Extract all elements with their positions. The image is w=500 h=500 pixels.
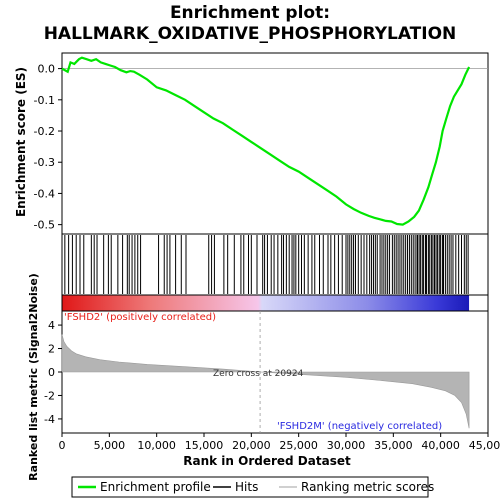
rank-color-bar bbox=[61, 294, 489, 312]
x-axis: 0 5,000 10,000 15,000 20,000 25,000 30,000 35,0… bbox=[59, 433, 500, 452]
rank-gradient-bar bbox=[62, 295, 470, 311]
chart-title-line2: HALLMARK_OXIDATIVE_PHOSPHORYLATION bbox=[44, 24, 457, 44]
x-tick-label: 45,000 bbox=[469, 439, 500, 452]
legend: Enrichment profile Hits Ranking metric sco… bbox=[71, 476, 434, 498]
x-tick-label: 0 bbox=[59, 439, 66, 452]
metric-tick-label: 4 bbox=[48, 319, 55, 332]
x-tick-label: 30,000 bbox=[327, 439, 366, 452]
x-tick-label: 5,000 bbox=[94, 439, 126, 452]
chart-title-line1: Enrichment plot: bbox=[170, 3, 330, 23]
positive-correlation-label: 'FSHD2' (positively correlated) bbox=[64, 312, 216, 323]
ranking-metric-panel: 4 2 0 -2 -4 bbox=[44, 310, 489, 434]
x-axis-label: Rank in Ordered Dataset bbox=[183, 454, 351, 468]
hits-panel bbox=[61, 233, 489, 296]
x-tick-label: 35,000 bbox=[374, 439, 413, 452]
es-tick-label: -0.3 bbox=[34, 156, 55, 169]
x-tick-label: 25,000 bbox=[279, 439, 318, 452]
es-tick-label: -0.2 bbox=[34, 125, 55, 138]
es-tick-label: -0.4 bbox=[34, 187, 55, 200]
legend-label: Enrichment profile bbox=[100, 480, 211, 494]
legend-item: Hits bbox=[213, 480, 258, 494]
es-y-axis-label: Enrichment score (ES) bbox=[14, 67, 28, 217]
metric-y-axis-label: Ranked list metric (Signal2Noise) bbox=[27, 273, 40, 481]
x-tick-label: 15,000 bbox=[185, 439, 224, 452]
legend-label: Ranking metric scores bbox=[301, 480, 434, 494]
legend-item: Ranking metric scores bbox=[279, 480, 434, 494]
x-tick-label: 40,000 bbox=[421, 439, 460, 452]
metric-tick-label: 2 bbox=[48, 343, 55, 356]
metric-tick-label: 0 bbox=[48, 366, 55, 379]
es-tick-label: 0.0 bbox=[38, 63, 56, 76]
legend-label: Hits bbox=[235, 480, 258, 494]
enrichment-score-panel: 0.0 -0.1 -0.2 -0.3 -0.4 -0.5 bbox=[34, 52, 489, 235]
es-tick-label: -0.1 bbox=[34, 94, 55, 107]
legend-frame bbox=[71, 476, 429, 498]
zero-cross-label: Zero cross at 20924 bbox=[213, 369, 304, 379]
x-tick-label: 10,000 bbox=[137, 439, 176, 452]
metric-tick-label: -2 bbox=[44, 389, 55, 402]
enrichment-profile-line bbox=[61, 56, 471, 226]
negative-correlation-label: 'FSHD2M' (negatively correlated) bbox=[277, 421, 442, 432]
es-panel-frame bbox=[61, 52, 489, 235]
metric-tick-label: -4 bbox=[44, 413, 55, 426]
legend-item: Enrichment profile bbox=[78, 480, 211, 494]
x-tick-label: 20,000 bbox=[232, 439, 271, 452]
es-tick-label: -0.5 bbox=[34, 219, 55, 232]
